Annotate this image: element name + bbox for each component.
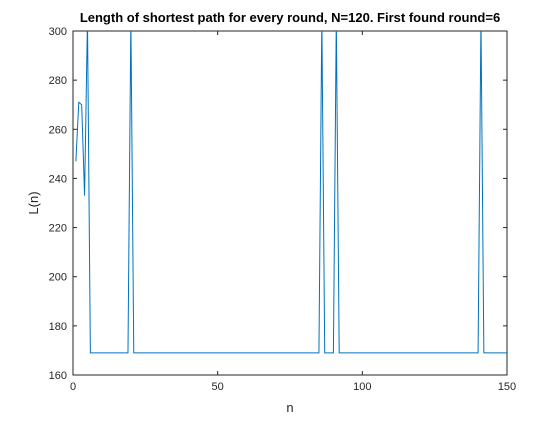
y-tick-label: 200 <box>49 272 67 284</box>
y-axis-label: L(n) <box>26 191 41 214</box>
x-tick-label: 0 <box>70 381 76 393</box>
y-tick-label: 220 <box>49 223 67 235</box>
y-tick-label: 180 <box>49 321 67 333</box>
x-tick-label: 100 <box>353 381 371 393</box>
y-tick-label: 240 <box>49 173 67 185</box>
y-tick-label: 280 <box>49 75 67 87</box>
series-line <box>75 31 507 354</box>
x-tick-label: 50 <box>212 381 224 393</box>
y-tick-label: 300 <box>49 26 67 38</box>
plot-area <box>72 30 508 376</box>
axis-ticks: 0 50 100 150 160 180 200 220 240 260 280 300 <box>49 26 517 393</box>
x-tick-label: 150 <box>498 381 516 393</box>
chart-title: Length of shortest path for every round,… <box>80 10 500 25</box>
x-axis-label: n <box>286 400 293 415</box>
y-tick-label: 160 <box>49 370 67 382</box>
y-tick-label: 260 <box>49 124 67 136</box>
